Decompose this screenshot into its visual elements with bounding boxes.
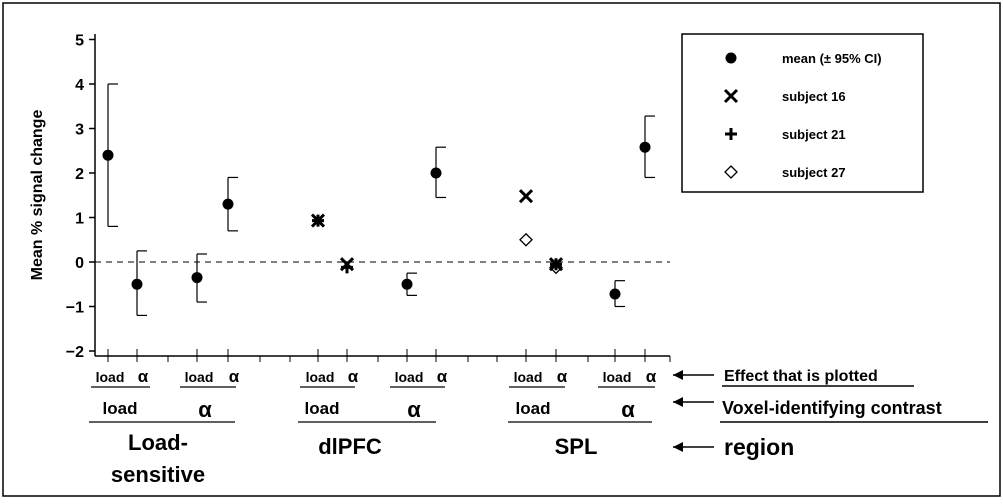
point-mean-95-ci (639, 141, 651, 153)
point-mean-95-ci (430, 167, 442, 179)
contrast-labels: load α load α load α (89, 397, 652, 423)
effect-label: α (646, 367, 657, 386)
effect-label: load (603, 369, 632, 385)
point-subject-16 (548, 257, 564, 272)
effect-label: α (138, 367, 149, 386)
legend-box (681, 33, 924, 193)
y-ticks: 5 4 3 2 1 0 −1 −2 (66, 33, 95, 361)
legend-item: subject 21 (725, 127, 846, 142)
point-mean-95-ci (131, 278, 143, 290)
region-label-dlpfc: dlPFC (318, 434, 382, 459)
point-mean-95-ci (191, 272, 203, 284)
legend-item: mean (± 95% CI) (725, 51, 882, 66)
y-axis-label: Mean % signal change (29, 110, 46, 281)
effect-label: α (557, 367, 568, 386)
annotation-effect-label: Effect that is plotted (724, 368, 878, 385)
annotation-region: region (673, 434, 794, 460)
legend-marker (724, 165, 738, 179)
arrow-left-icon (673, 397, 683, 407)
region-label-spl: SPL (555, 434, 598, 459)
arrow-left-icon (673, 370, 683, 380)
y-tick-label: 3 (75, 122, 84, 139)
legend-marker (725, 128, 737, 140)
y-tick-label: 4 (75, 77, 84, 94)
point-subject-16 (310, 213, 326, 228)
legend-item: subject 16 (723, 88, 846, 104)
region-label-load-sensitive-1: Load- (128, 430, 188, 455)
effect-labels: load α load α load α load α load α load α (91, 367, 657, 388)
contrast-label: α (198, 397, 212, 422)
legend: mean (± 95% CI) subject 16 subject 21 subje… (681, 33, 924, 193)
effect-label: load (185, 369, 214, 385)
point-subject-16 (339, 257, 355, 272)
effect-label: load (514, 369, 543, 385)
annotation-contrast-label: Voxel-identifying contrast (722, 398, 942, 418)
legend-label: mean (± 95% CI) (782, 51, 882, 66)
arrow-left-icon (673, 442, 683, 452)
annotation-region-label: region (724, 434, 794, 460)
point-mean-95-ci (609, 288, 621, 300)
point-mean-95-ci (401, 278, 413, 290)
y-tick-label: −1 (66, 300, 84, 317)
contrast-label: load (305, 399, 340, 418)
point-subject-16 (518, 189, 534, 204)
y-tick-label: 5 (75, 33, 84, 50)
data-marks (102, 83, 655, 316)
y-tick-label: 2 (75, 166, 84, 183)
effect-label: load (306, 369, 335, 385)
effect-label: load (395, 369, 424, 385)
y-tick-label: −2 (66, 344, 84, 361)
y-tick-label: 0 (75, 255, 84, 272)
legend-label: subject 21 (782, 127, 846, 142)
effect-label: α (437, 367, 448, 386)
effect-label: α (348, 367, 359, 386)
contrast-label: load (103, 399, 138, 418)
point-mean-95-ci (102, 149, 114, 161)
y-tick-label: 1 (75, 211, 84, 228)
legend-marker (725, 52, 737, 64)
annotation-contrast: Voxel-identifying contrast (673, 397, 988, 423)
region-label-load-sensitive-2: sensitive (111, 462, 205, 487)
effect-label: α (229, 367, 240, 386)
region-separators (107, 349, 671, 362)
contrast-label: α (621, 397, 635, 422)
legend-item: subject 27 (724, 165, 846, 180)
legend-label: subject 16 (782, 89, 846, 104)
annotation-effect: Effect that is plotted (673, 368, 914, 387)
point-subject-27 (519, 232, 533, 247)
legend-marker (723, 88, 739, 104)
point-mean-95-ci (222, 198, 234, 210)
effect-label: load (96, 369, 125, 385)
contrast-label: α (407, 397, 421, 422)
legend-label: subject 27 (782, 165, 846, 180)
contrast-label: load (516, 399, 551, 418)
